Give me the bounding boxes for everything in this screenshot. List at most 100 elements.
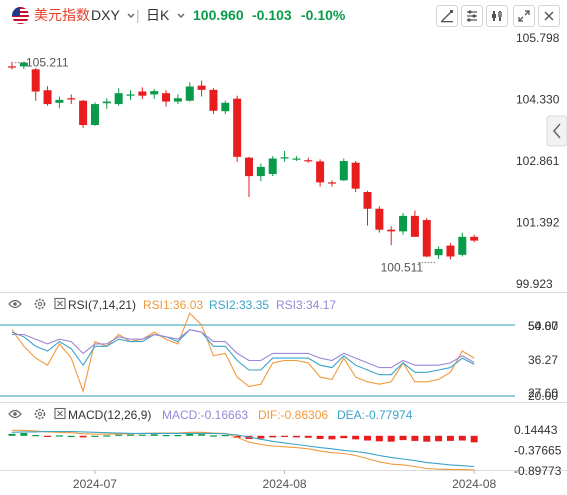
candle <box>410 210 419 237</box>
rsi-series-line <box>11 329 475 376</box>
side-panel-toggle[interactable] <box>546 115 567 147</box>
time-tick-label: 2024-07 <box>73 477 117 491</box>
eye-icon <box>8 409 22 419</box>
macd-histogram-bar <box>20 433 28 436</box>
high-price-marker: 105.211 <box>15 56 69 70</box>
rsi-visibility-toggle[interactable] <box>8 299 22 309</box>
macd-histogram-bar <box>44 435 52 438</box>
candle <box>90 102 99 126</box>
theme-icon <box>492 11 502 21</box>
price-tick-label: 104.330 <box>516 92 560 106</box>
macd-settings-button[interactable] <box>34 408 46 420</box>
drawing-tools-icon <box>441 10 453 23</box>
candle <box>422 217 431 258</box>
macd-histogram-bar <box>257 435 265 439</box>
candle <box>327 180 336 187</box>
fullscreen-button[interactable] <box>513 5 535 27</box>
symbol-selector[interactable]: DXY <box>91 6 135 24</box>
candle <box>446 243 455 260</box>
candle <box>434 246 443 260</box>
macd-histogram-bar <box>115 434 123 436</box>
svg-text:100.511: 100.511 <box>381 260 424 274</box>
time-tick-label: 2024-08 <box>263 477 307 491</box>
eye-icon <box>8 299 22 309</box>
candle <box>387 226 396 246</box>
rsi-series-line <box>11 312 475 394</box>
macd-dea-line <box>11 430 475 468</box>
macd-close-button[interactable] <box>54 407 66 420</box>
candle <box>19 61 28 69</box>
candle <box>150 89 159 99</box>
candle <box>304 157 313 163</box>
macd-histogram-bar <box>328 435 336 440</box>
candle <box>351 161 360 193</box>
candle <box>363 190 372 226</box>
gear-icon <box>34 408 46 420</box>
rsi-legend: RSI(7,14,21) RSI1:36.03 RSI2:33.35 RSI3:… <box>8 297 336 312</box>
gear-icon <box>34 298 46 310</box>
macd-histogram-bar <box>127 434 134 436</box>
price-tick-label: 102.861 <box>516 154 560 168</box>
candle <box>233 95 242 162</box>
candle <box>280 150 289 162</box>
macd-histogram-bar <box>91 435 99 438</box>
chevron-left-icon <box>553 123 561 139</box>
macd-histogram-bar <box>8 433 16 436</box>
rsi-tick-label: 20.00 <box>528 389 558 403</box>
candle <box>31 68 40 101</box>
chart-area[interactable]: 105.211 100.511 105.798 104.330 102.861 101.… <box>0 30 567 495</box>
macd-tick-label: -0.37665 <box>514 444 562 458</box>
close-icon <box>54 407 66 420</box>
candle <box>399 212 408 235</box>
rsi-title: RSI(7,14,21) <box>68 298 136 312</box>
candle <box>55 96 64 109</box>
chevron-down-icon <box>177 13 185 19</box>
macd-histogram-bar <box>103 435 111 437</box>
macd-tick-label: -0.89773 <box>514 464 562 478</box>
theme-button[interactable] <box>486 5 508 27</box>
macd-legend-item: MACD:-0.16663 <box>162 408 248 422</box>
candle <box>79 99 88 128</box>
svg-text:105.211: 105.211 <box>26 56 69 70</box>
rsi-legend-item: RSI1:36.03 <box>143 298 203 312</box>
indicator-settings-icon <box>467 10 477 22</box>
drawing-tools-button[interactable] <box>436 5 458 27</box>
candle <box>268 155 277 177</box>
macd-histogram-bar <box>186 433 194 436</box>
close-button[interactable] <box>538 5 560 27</box>
rsi-close-button[interactable] <box>54 297 66 310</box>
macd-histogram-bar <box>446 435 454 441</box>
macd-histogram-bar <box>221 435 229 437</box>
candle <box>209 88 218 115</box>
period-label: 日K <box>146 7 170 23</box>
candle <box>458 232 467 257</box>
candle <box>197 80 206 97</box>
macd-histogram-bar <box>174 435 182 437</box>
price-tick-label: 99.923 <box>516 277 553 291</box>
macd-legend-item: DEA:-0.77974 <box>337 408 413 422</box>
macd-legend: MACD(12,26,9) MACD:-0.16663 DIF:-0.86306… <box>8 407 413 422</box>
price-change: -0.103 <box>252 7 292 23</box>
macd-histogram-bar <box>150 434 158 436</box>
period-selector[interactable]: 日K <box>146 6 185 24</box>
low-price-marker: 100.511 <box>381 260 436 274</box>
macd-histogram-bar <box>387 435 395 442</box>
last-price: 100.960 <box>193 7 244 23</box>
macd-dif-line <box>12 429 475 471</box>
candle <box>114 88 123 106</box>
candle <box>8 61 16 70</box>
candle <box>102 98 111 110</box>
index-name[interactable]: 美元指数 <box>34 7 90 23</box>
candle <box>138 87 147 100</box>
macd-histogram-bar <box>423 435 431 442</box>
rsi-settings-button[interactable] <box>34 298 46 310</box>
price-axis: 105.798 104.330 102.861 101.392 99.923 <box>516 31 560 291</box>
indicator-settings-button[interactable] <box>461 5 483 27</box>
price-tick-label: 105.798 <box>516 31 560 45</box>
macd-pane: 0.14443 -0.37665 -0.89773 <box>8 423 562 478</box>
macd-visibility-toggle[interactable] <box>8 409 22 419</box>
us-flag-icon <box>12 7 29 24</box>
macd-histogram-bar <box>470 435 478 443</box>
macd-histogram-bar <box>281 435 289 438</box>
